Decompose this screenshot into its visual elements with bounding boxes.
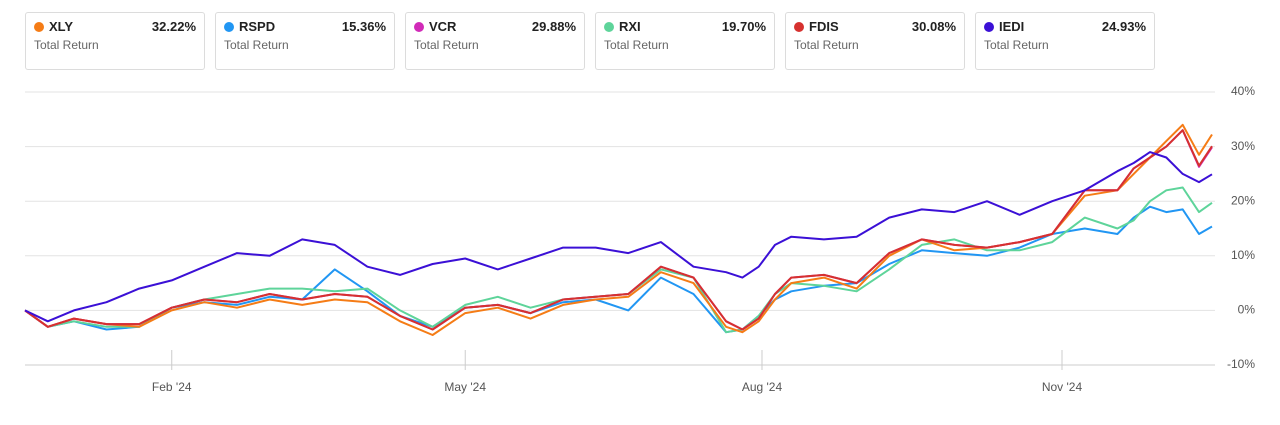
card-header: IEDI 24.93% — [984, 19, 1146, 34]
series-label: RXI — [604, 19, 641, 34]
series-label: VCR — [414, 19, 456, 34]
series-name: RXI — [619, 19, 641, 34]
legend-dot — [224, 21, 234, 32]
legend-dot — [984, 21, 994, 32]
x-tick-label: May '24 — [444, 380, 486, 394]
card-header: FDIS 30.08% — [794, 19, 956, 34]
series-name: XLY — [49, 19, 74, 34]
series-label: RSPD — [224, 19, 275, 34]
legend-card[interactable]: RSPD 15.36% Total Return — [215, 12, 395, 70]
y-tick-label: 30% — [1231, 139, 1255, 153]
series-line — [24, 205, 1213, 334]
total-return-caption: Total Return — [794, 38, 859, 52]
card-header: XLY 32.22% — [34, 19, 196, 34]
total-return-value: 15.36% — [341, 19, 386, 34]
legend-dot — [794, 21, 804, 32]
series-label: XLY — [34, 19, 73, 34]
total-return-value: 32.22% — [151, 19, 196, 34]
y-tick-label: 40% — [1231, 84, 1255, 98]
x-tick-label: Feb '24 — [152, 380, 192, 394]
total-return-value: 19.70% — [721, 19, 766, 34]
legend-dot — [34, 21, 44, 32]
legend-dot — [414, 21, 424, 32]
legend-card[interactable]: RXI 19.70% Total Return — [595, 12, 775, 70]
total-return-value: 30.08% — [911, 19, 956, 34]
x-tick-label: Aug '24 — [742, 380, 783, 394]
series-line — [24, 151, 1213, 323]
legend-card[interactable]: VCR 29.88% Total Return — [405, 12, 585, 70]
total-return-value: 24.93% — [1101, 19, 1146, 34]
legend-card[interactable]: IEDI 24.93% Total Return — [975, 12, 1155, 70]
series-name: VCR — [429, 19, 457, 34]
series-name: IEDI — [999, 19, 1025, 34]
y-tick-label: -10% — [1227, 357, 1255, 371]
y-tick-label: 20% — [1231, 193, 1255, 207]
legend-card[interactable]: FDIS 30.08% Total Return — [785, 12, 965, 70]
series-name: RSPD — [239, 19, 276, 34]
total-return-caption: Total Return — [34, 38, 99, 52]
x-tick-label: Nov '24 — [1042, 380, 1083, 394]
total-return-caption: Total Return — [414, 38, 479, 52]
series-label: FDIS — [794, 19, 839, 34]
y-tick-label: 10% — [1231, 248, 1255, 262]
series-name: FDIS — [809, 19, 839, 34]
legend-card[interactable]: XLY 32.22% Total Return — [25, 12, 205, 70]
total-return-caption: Total Return — [604, 38, 669, 52]
card-header: VCR 29.88% — [414, 19, 576, 34]
card-header: RSPD 15.36% — [224, 19, 386, 34]
legend-cards: XLY 32.22% Total Return RSPD 15.36% Total Ret… — [25, 12, 1155, 70]
total-return-caption: Total Return — [224, 38, 289, 52]
legend-dot — [604, 21, 614, 32]
card-header: RXI 19.70% — [604, 19, 766, 34]
total-return-caption: Total Return — [984, 38, 1049, 52]
y-tick-label: 0% — [1238, 303, 1256, 317]
total-return-value: 29.88% — [531, 19, 576, 34]
series-line — [24, 123, 1213, 336]
series-line — [24, 129, 1213, 331]
series-label: IEDI — [984, 19, 1024, 34]
